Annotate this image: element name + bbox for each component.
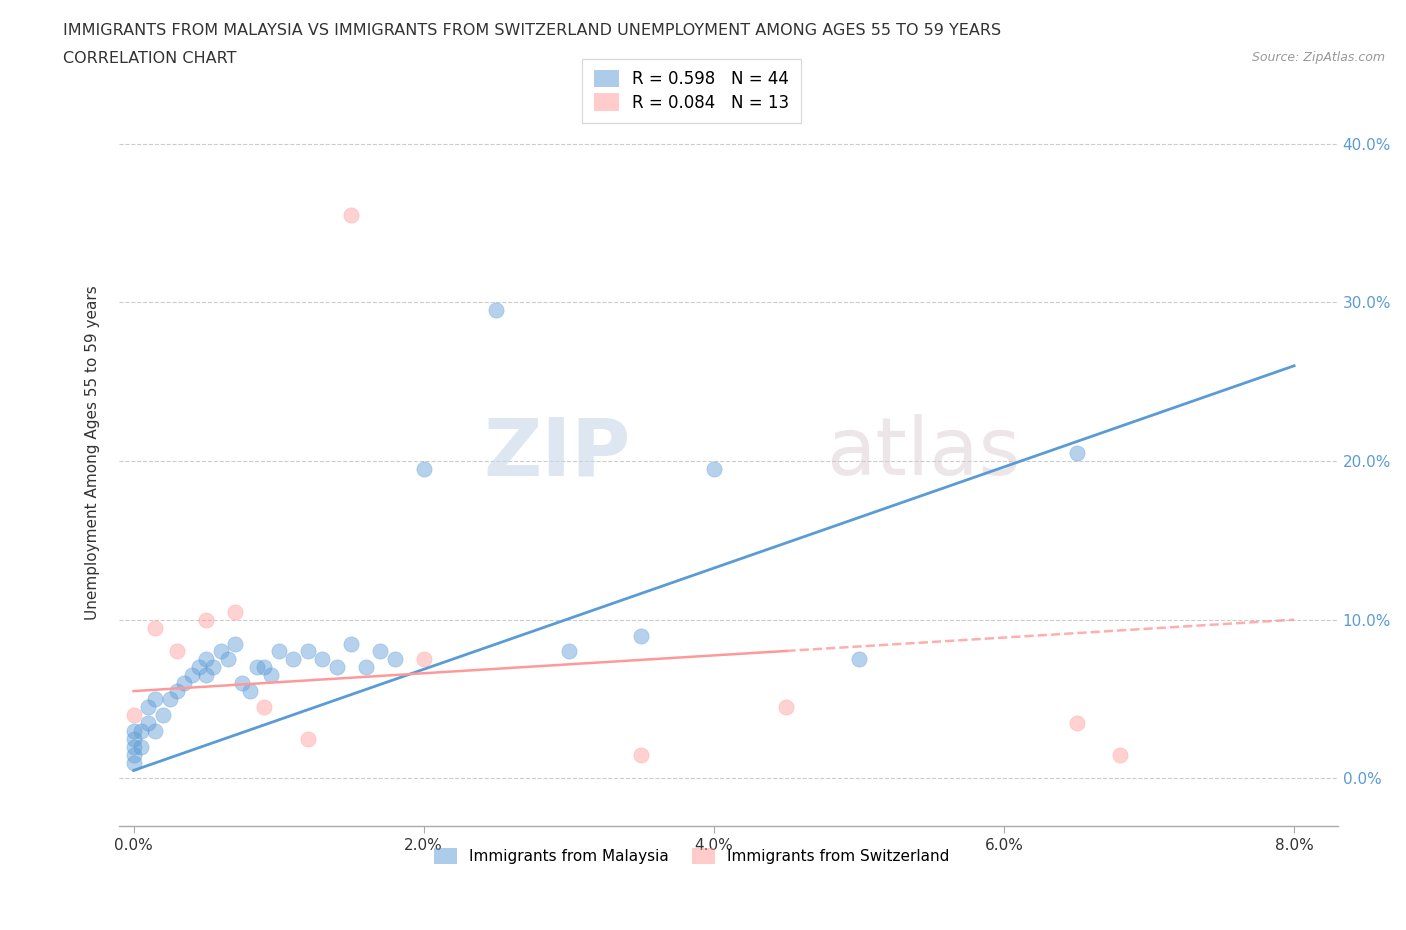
Point: [195, 612, 218, 627]
Legend: Immigrants from Malaysia, Immigrants from Switzerland: Immigrants from Malaysia, Immigrants fro…: [427, 843, 956, 870]
Point: [136, 699, 159, 714]
Point: [166, 684, 188, 698]
Point: [166, 644, 188, 658]
Point: [224, 604, 246, 619]
Point: [143, 692, 166, 707]
Point: [122, 708, 145, 723]
Point: [775, 699, 797, 714]
Point: [136, 715, 159, 730]
Point: [1066, 445, 1088, 460]
Point: [384, 652, 406, 667]
Point: [297, 644, 319, 658]
Point: [187, 660, 209, 675]
Point: [129, 739, 152, 754]
Point: [630, 747, 652, 762]
Point: [180, 668, 202, 683]
Point: [129, 724, 152, 738]
Point: [231, 676, 253, 691]
Point: [340, 636, 363, 651]
Point: [224, 636, 246, 651]
Point: [703, 461, 725, 476]
Point: [143, 724, 166, 738]
Point: [173, 676, 195, 691]
Point: [143, 620, 166, 635]
Point: [340, 207, 363, 222]
Point: [1066, 715, 1088, 730]
Point: [368, 644, 391, 658]
Point: [630, 628, 652, 643]
Point: [558, 644, 581, 658]
Point: [217, 652, 239, 667]
Point: [159, 692, 181, 707]
Point: [412, 652, 434, 667]
Y-axis label: Unemployment Among Ages 55 to 59 years: Unemployment Among Ages 55 to 59 years: [86, 286, 100, 620]
Point: [325, 660, 347, 675]
Point: [267, 644, 290, 658]
Point: [122, 731, 145, 746]
Text: CORRELATION CHART: CORRELATION CHART: [63, 51, 236, 66]
Point: [195, 668, 218, 683]
Point: [122, 724, 145, 738]
Point: [122, 739, 145, 754]
Point: [281, 652, 304, 667]
Point: [253, 699, 276, 714]
Point: [848, 652, 870, 667]
Point: [209, 644, 232, 658]
Point: [122, 747, 145, 762]
Point: [297, 731, 319, 746]
Text: IMMIGRANTS FROM MALAYSIA VS IMMIGRANTS FROM SWITZERLAND UNEMPLOYMENT AMONG AGES : IMMIGRANTS FROM MALAYSIA VS IMMIGRANTS F…: [63, 23, 1001, 38]
Point: [354, 660, 377, 675]
Point: [485, 303, 508, 318]
Text: Source: ZipAtlas.com: Source: ZipAtlas.com: [1251, 51, 1385, 64]
Point: [195, 652, 218, 667]
Point: [260, 668, 283, 683]
Point: [311, 652, 333, 667]
Point: [122, 755, 145, 770]
Point: [202, 660, 225, 675]
Text: ZIP: ZIP: [484, 414, 631, 492]
Point: [152, 708, 174, 723]
Text: atlas: atlas: [825, 414, 1021, 492]
Point: [412, 461, 434, 476]
Point: [1109, 747, 1132, 762]
Point: [253, 660, 276, 675]
Point: [246, 660, 269, 675]
Point: [239, 684, 262, 698]
